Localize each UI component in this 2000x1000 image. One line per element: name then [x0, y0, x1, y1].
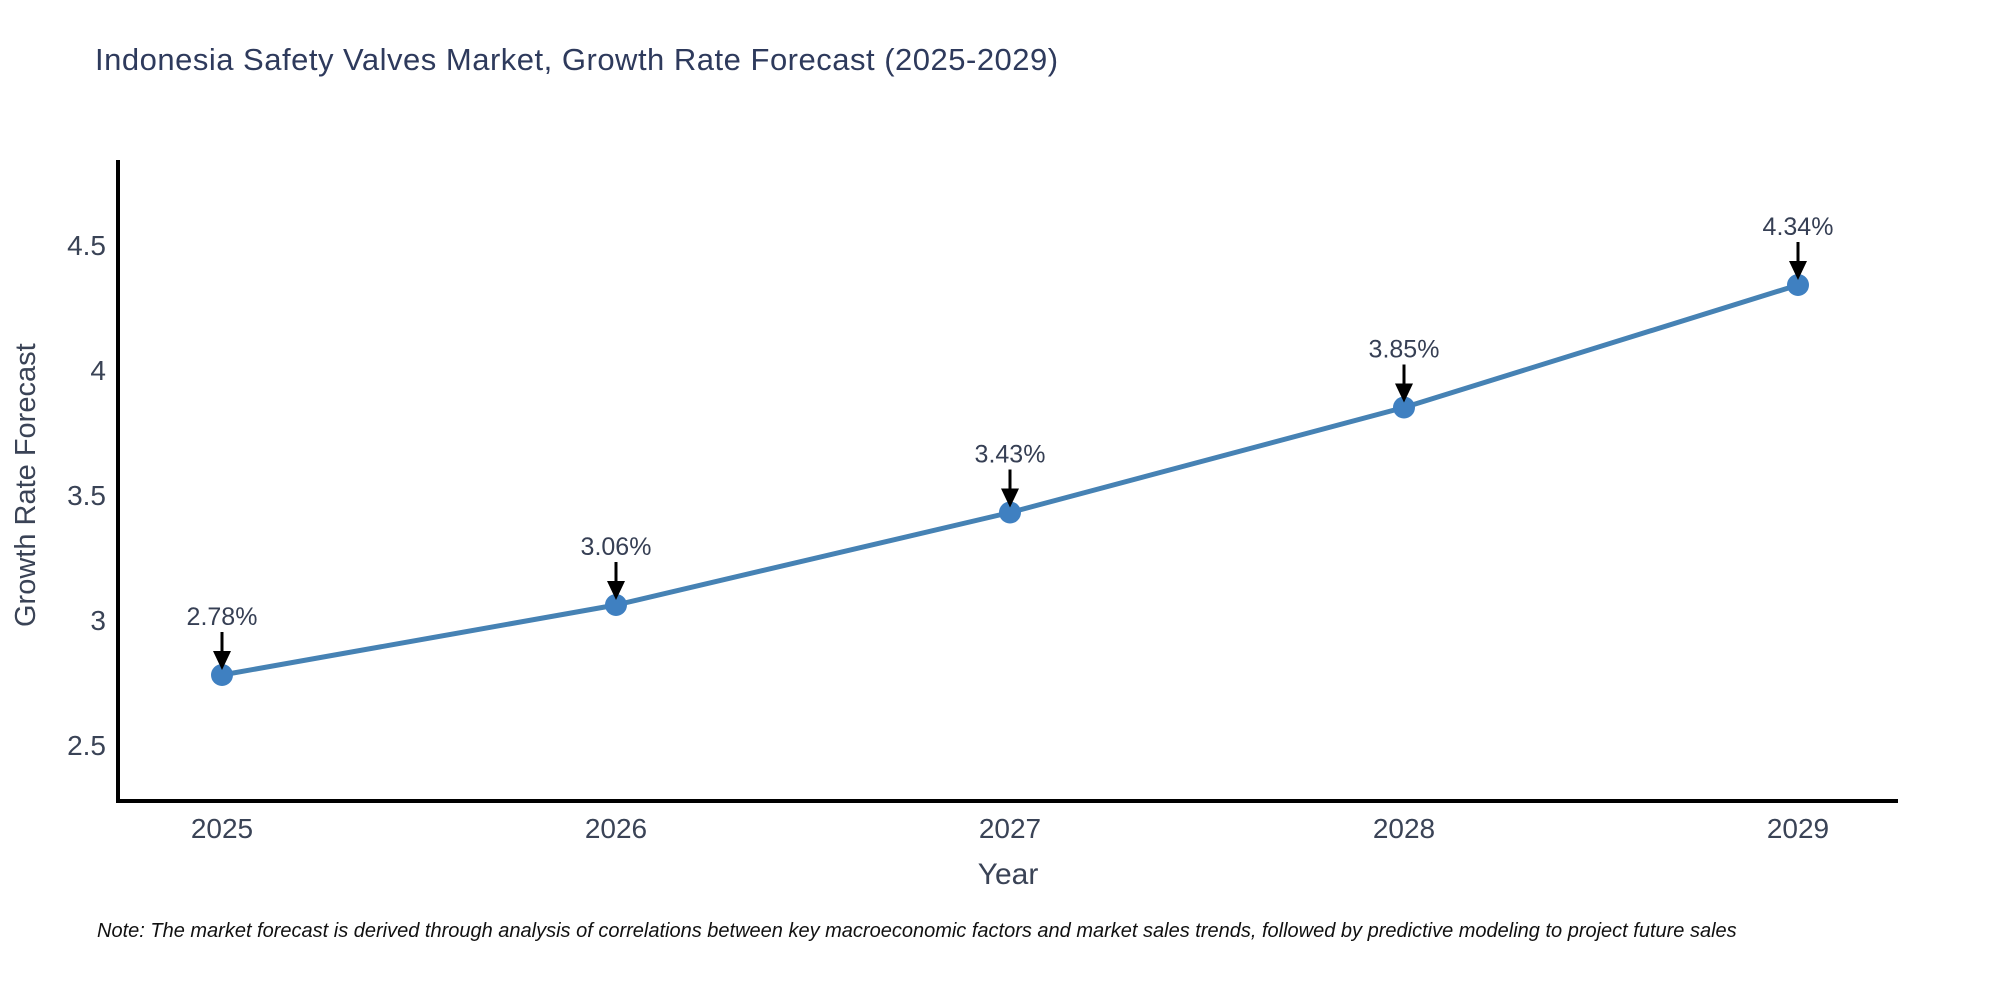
annotation-2029: 4.34% — [1763, 213, 1834, 280]
annotation-arrow-head — [1789, 261, 1807, 280]
data-point-2028 — [1393, 396, 1415, 419]
footnote: Note: The market forecast is derived thr… — [97, 920, 1737, 942]
annotation-arrow-head — [213, 651, 231, 670]
x-tick-label: 2029 — [1767, 813, 1829, 844]
data-point-2025 — [211, 664, 233, 686]
annotation-arrow-head — [1395, 383, 1413, 403]
annotation-arrow-head — [1001, 488, 1019, 508]
axis-spines — [116, 160, 1898, 803]
y-tick-label: 2.5 — [67, 730, 106, 761]
annotation-label: 4.34% — [1763, 213, 1834, 241]
chart-title: Indonesia Safety Valves Market, Growth R… — [95, 42, 1059, 77]
annotation-label: 2.78% — [187, 603, 258, 631]
y-axis-ticks: 2.5 3 3.5 4 4.5 — [67, 230, 106, 761]
x-tick-label: 2026 — [585, 813, 647, 844]
x-axis-spine — [116, 799, 1898, 803]
data-points — [211, 274, 1809, 686]
x-axis-title: Year — [977, 858, 1039, 891]
x-tick-label: 2028 — [1373, 813, 1435, 844]
y-tick-label: 4 — [90, 355, 106, 386]
data-point-2029 — [1787, 274, 1809, 296]
annotation-2028: 3.85% — [1369, 336, 1440, 403]
data-point-2026 — [605, 594, 627, 616]
annotations: 2.78% 3.06% 3.43% 3.85% 4.34% — [187, 213, 1834, 670]
data-point-2027 — [999, 501, 1021, 524]
x-tick-label: 2025 — [191, 813, 253, 844]
y-tick-label: 4.5 — [67, 230, 106, 261]
annotation-2026: 3.06% — [581, 533, 652, 600]
annotation-label: 3.43% — [975, 441, 1046, 469]
y-axis-spine — [116, 160, 120, 803]
x-axis-ticks: 2025 2026 2027 2028 2029 — [191, 813, 1829, 844]
annotation-label: 3.06% — [581, 533, 652, 561]
y-tick-label: 3.5 — [67, 480, 106, 511]
y-tick-label: 3 — [90, 605, 106, 636]
annotation-2025: 2.78% — [187, 603, 258, 670]
annotation-2027: 3.43% — [975, 441, 1046, 508]
annotation-label: 3.85% — [1369, 336, 1440, 364]
x-tick-label: 2027 — [979, 813, 1041, 844]
annotation-arrow-head — [607, 581, 625, 600]
